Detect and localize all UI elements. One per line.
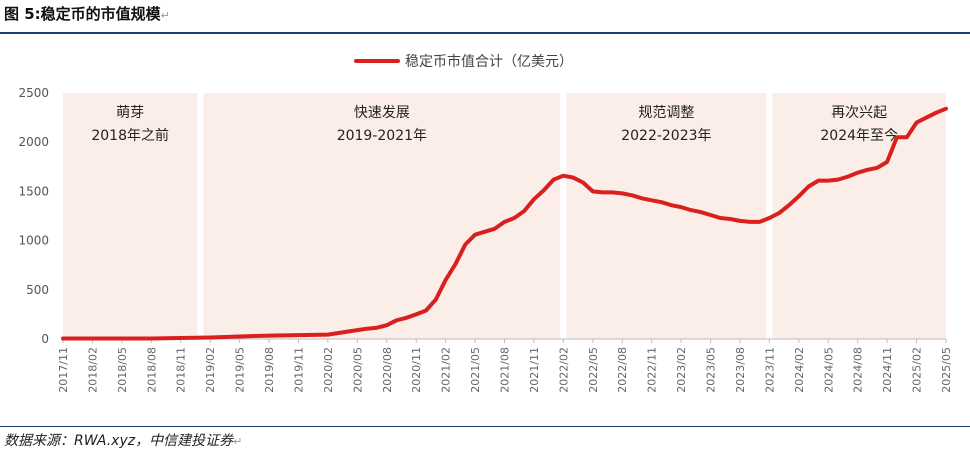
source-label: 数据来源： — [4, 433, 74, 449]
x-axis: 2017/11 2018/02 2018/05 2018/08 2018/11 2019/… — [57, 338, 953, 393]
x-tick-label: 2018/08 — [145, 347, 158, 393]
x-tick-label: 2022/08 — [616, 347, 629, 393]
x-tick-label: 2020/02 — [322, 347, 335, 393]
y-tick-label: 1000 — [18, 234, 49, 248]
x-tick-label: 2025/05 — [940, 347, 953, 393]
x-tick-label: 2021/05 — [469, 347, 482, 393]
x-tick-label: 2019/08 — [263, 347, 276, 393]
x-tick-label: 2022/02 — [557, 347, 570, 393]
phase-name-label: 萌芽 — [116, 105, 144, 121]
x-tick-label: 2021/08 — [499, 347, 512, 393]
source-text: RWA.xyz，中信建投证券 — [74, 433, 234, 449]
x-tick-label: 2021/02 — [440, 347, 453, 393]
x-tick-label: 2017/11 — [57, 347, 70, 393]
phase-bands — [63, 93, 946, 339]
chart-legend: 稳定币市值合计（亿美元） — [354, 53, 573, 70]
phase-band — [63, 93, 198, 339]
y-tick-label: 0 — [41, 332, 49, 346]
y-axis: 0 500 1000 1500 2000 2500 — [18, 86, 49, 346]
x-tick-label: 2024/08 — [852, 347, 865, 393]
x-tick-label: 2020/11 — [410, 347, 423, 393]
y-tick-label: 500 — [26, 283, 49, 297]
series-line-stablecoin-market-cap — [61, 106, 948, 341]
x-tick-label: 2019/02 — [204, 347, 217, 393]
phase-period-label: 2018年之前 — [91, 127, 169, 144]
x-tick-label: 2024/02 — [793, 347, 806, 393]
x-tick-label: 2020/05 — [351, 347, 364, 393]
x-tick-label: 2019/05 — [234, 347, 247, 393]
x-tick-label: 2023/08 — [734, 347, 747, 393]
y-tick-label: 1500 — [18, 184, 49, 198]
phase-name-label: 快速发展 — [354, 105, 410, 121]
stablecoin-market-cap-chart: 萌芽 2018年之前 快速发展 2019-2021年 规范调整 2022-2023年 再次兴… — [18, 53, 953, 393]
x-tick-label: 2020/08 — [381, 347, 394, 393]
x-tick-label: 2019/11 — [292, 347, 305, 393]
phase-name-label: 规范调整 — [638, 104, 694, 121]
phase-period-label: 2024年至今 — [820, 128, 898, 144]
phase-name-label: 再次兴起 — [831, 105, 887, 121]
return-mark-icon: ↵ — [160, 9, 170, 22]
phase-labels: 萌芽 2018年之前 快速发展 2019-2021年 规范调整 2022-2023年 再次兴… — [91, 104, 898, 144]
figure-title: 图 5:稳定币的市值规模↵ — [4, 5, 170, 23]
x-tick-label: 2018/05 — [116, 347, 129, 393]
x-tick-label: 2022/05 — [587, 347, 600, 393]
phase-band — [566, 93, 767, 339]
x-tick-label: 2023/11 — [763, 347, 776, 393]
x-tick-label: 2023/02 — [675, 347, 688, 393]
phase-period-label: 2019-2021年 — [337, 128, 427, 144]
phase-period-label: 2022-2023年 — [621, 128, 711, 144]
phase-band — [203, 93, 561, 339]
source-rule — [0, 426, 970, 427]
x-tick-label: 2018/11 — [175, 347, 188, 393]
y-tick-label: 2500 — [18, 86, 49, 100]
x-tick-label: 2023/05 — [705, 347, 718, 393]
x-tick-label: 2022/11 — [646, 347, 659, 393]
phase-band — [772, 93, 946, 339]
x-tick-label: 2024/05 — [822, 347, 835, 393]
legend-label: 稳定币市值合计（亿美元） — [405, 53, 573, 70]
y-tick-label: 2000 — [18, 135, 49, 149]
title-rule — [0, 32, 970, 34]
x-tick-label: 2025/02 — [911, 347, 924, 393]
x-tick-label: 2018/02 — [86, 347, 99, 393]
x-tick-label: 2024/11 — [881, 347, 894, 393]
x-tick-label: 2021/11 — [528, 347, 541, 393]
source-note: 数据来源：RWA.xyz，中信建投证券↵ — [4, 430, 242, 450]
return-mark-icon: ↵ — [233, 435, 243, 448]
